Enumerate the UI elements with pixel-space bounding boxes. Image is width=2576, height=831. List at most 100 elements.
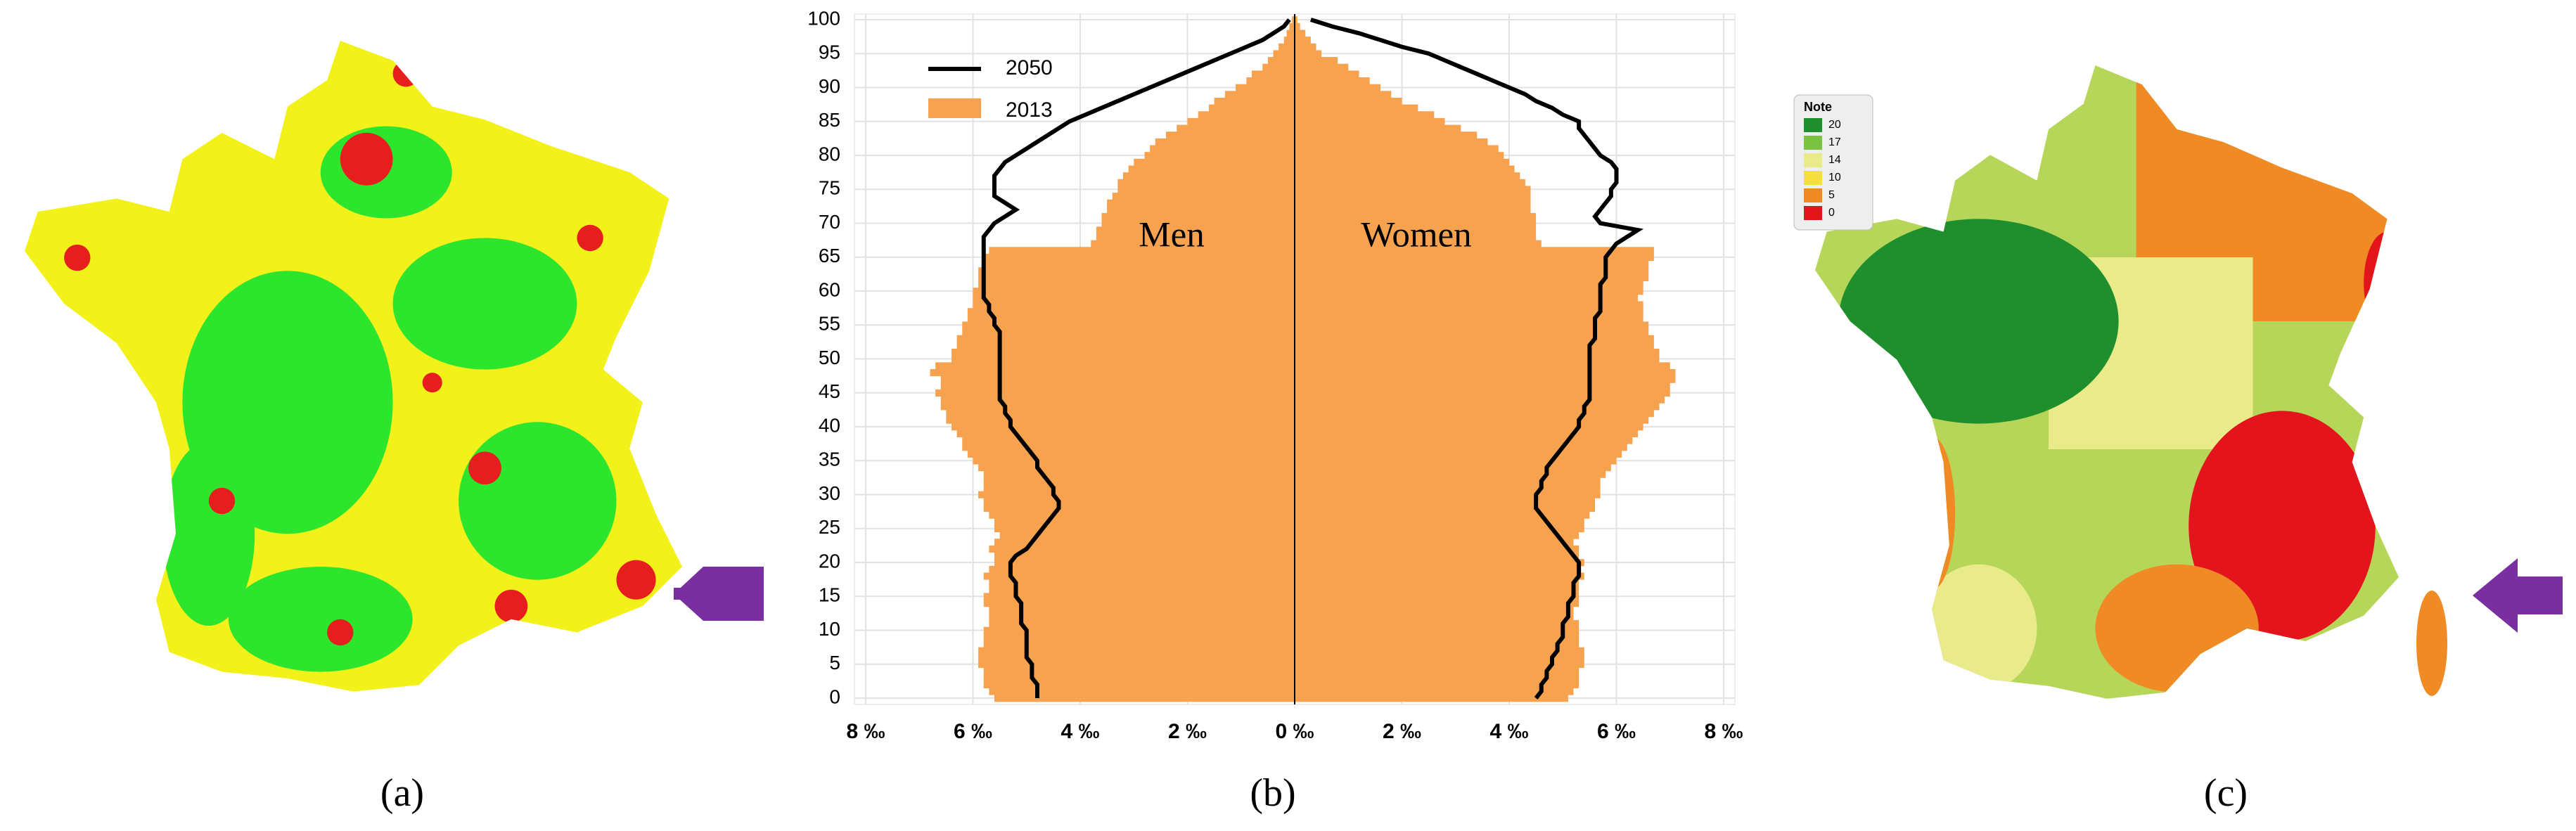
bar bbox=[1295, 504, 1595, 513]
legend: 20 17 14 10 5 0 bbox=[1804, 118, 1841, 220]
bar bbox=[1295, 301, 1643, 309]
bar bbox=[951, 423, 1295, 431]
bar bbox=[1295, 416, 1649, 424]
bar bbox=[940, 403, 1295, 411]
bar bbox=[1295, 437, 1633, 444]
men-label: Men bbox=[1139, 216, 1204, 255]
bar bbox=[946, 416, 1295, 424]
bar bbox=[1295, 396, 1665, 404]
arrow bbox=[674, 567, 764, 621]
bar bbox=[1295, 681, 1579, 689]
bar bbox=[1295, 253, 1654, 262]
y-tick-label: 50 bbox=[819, 347, 840, 368]
bar bbox=[989, 565, 1295, 573]
bar bbox=[1214, 97, 1295, 105]
bar bbox=[1295, 328, 1649, 336]
bar bbox=[989, 545, 1295, 553]
bar bbox=[1295, 484, 1601, 492]
bar bbox=[978, 660, 1295, 669]
bar bbox=[1283, 37, 1295, 44]
bar bbox=[994, 518, 1295, 526]
bar bbox=[1295, 172, 1520, 180]
bars bbox=[930, 16, 1676, 702]
bar bbox=[1295, 572, 1584, 580]
bar bbox=[1295, 206, 1531, 214]
bar bbox=[1295, 247, 1654, 255]
bar bbox=[1295, 50, 1322, 58]
x-tick-label: 2 ‰ bbox=[1168, 720, 1207, 743]
bar bbox=[1295, 606, 1574, 614]
y-tick-label: 70 bbox=[819, 211, 840, 233]
bar bbox=[935, 362, 1295, 370]
y-tick-label: 85 bbox=[819, 109, 840, 131]
bar bbox=[994, 559, 1295, 567]
bar bbox=[1295, 409, 1654, 418]
arrow bbox=[2473, 558, 2563, 633]
caption: (c) bbox=[2204, 771, 2248, 815]
bar bbox=[1295, 470, 1606, 478]
bar bbox=[1295, 620, 1579, 628]
bar bbox=[1295, 457, 1617, 465]
bar bbox=[1177, 124, 1295, 132]
bar bbox=[1252, 70, 1295, 78]
bar bbox=[1295, 423, 1643, 431]
bar bbox=[989, 620, 1295, 628]
bar bbox=[989, 586, 1295, 593]
bar bbox=[1112, 193, 1295, 200]
y-tick-label: 55 bbox=[819, 313, 840, 335]
legend-label: 2050 bbox=[1006, 56, 1053, 79]
bar bbox=[1295, 16, 1297, 24]
bar bbox=[978, 654, 1295, 662]
bar bbox=[1295, 349, 1660, 356]
bar bbox=[1267, 57, 1295, 65]
bar bbox=[967, 450, 1295, 458]
y-tick-label: 25 bbox=[819, 516, 840, 538]
bar bbox=[1262, 63, 1295, 71]
bar bbox=[983, 504, 1295, 513]
bar bbox=[983, 470, 1295, 478]
bar bbox=[1295, 111, 1435, 119]
legend-swatch bbox=[1804, 136, 1822, 150]
legend-swatch bbox=[1804, 171, 1822, 185]
bar bbox=[1295, 193, 1531, 200]
bar bbox=[956, 342, 1295, 349]
bar bbox=[1295, 688, 1574, 695]
map-a bbox=[25, 41, 683, 692]
bar bbox=[1279, 43, 1295, 51]
bar bbox=[983, 593, 1295, 600]
y-tick-label: 10 bbox=[819, 618, 840, 640]
bar bbox=[1295, 464, 1611, 472]
y-tick-label: 20 bbox=[819, 550, 840, 572]
bar bbox=[999, 532, 1295, 539]
y-tick-label: 100 bbox=[807, 7, 840, 29]
bar bbox=[1295, 368, 1676, 377]
bar bbox=[978, 267, 1295, 275]
bar bbox=[1295, 288, 1643, 295]
legend-swatch bbox=[1804, 118, 1822, 132]
bar bbox=[989, 613, 1295, 621]
bar bbox=[1295, 267, 1649, 275]
bar bbox=[1295, 552, 1579, 560]
bar bbox=[1295, 695, 1568, 702]
bar bbox=[973, 457, 1295, 465]
x-tick-label: 4 ‰ bbox=[1489, 720, 1528, 743]
bar bbox=[1295, 233, 1537, 241]
bar bbox=[1096, 226, 1295, 234]
bar bbox=[1286, 30, 1295, 37]
bar bbox=[1295, 57, 1338, 65]
bar bbox=[1295, 131, 1478, 139]
bar bbox=[978, 647, 1295, 655]
y-tick-label: 90 bbox=[819, 75, 840, 97]
bar bbox=[973, 301, 1295, 309]
y-tick-label: 0 bbox=[829, 685, 840, 707]
bar bbox=[1295, 124, 1461, 132]
bar bbox=[951, 349, 1295, 356]
bar bbox=[1295, 138, 1488, 146]
bar bbox=[1198, 111, 1295, 119]
bar bbox=[989, 688, 1295, 695]
legend-title: Note bbox=[1804, 100, 1832, 114]
lines bbox=[981, 18, 1644, 700]
bar bbox=[1295, 539, 1574, 546]
corsica bbox=[2416, 591, 2447, 696]
